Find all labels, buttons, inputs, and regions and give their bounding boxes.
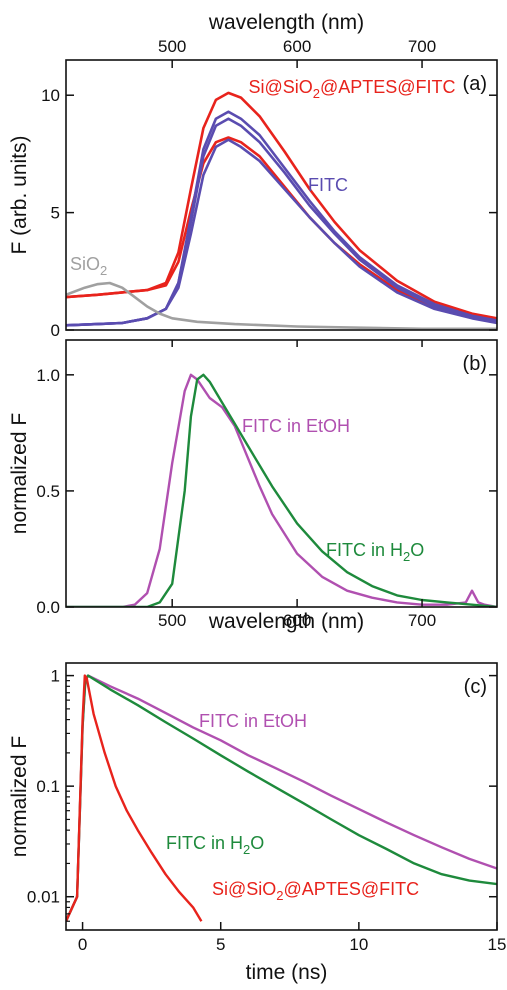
annotation-c-2: Si@SiO2@APTES@FITC [212, 879, 419, 903]
x-tick-label-b-2: 700 [408, 611, 436, 630]
series-line-c-2 [66, 674, 203, 922]
annotation-b-0: FITC in EtOH [242, 416, 350, 436]
y-tick-label-a-2: 10 [41, 86, 60, 105]
y-tick-label-b-0: 0.0 [36, 598, 60, 617]
series-line-a-5 [66, 281, 497, 330]
x-tick-label-c-1: 5 [216, 935, 225, 954]
x-axis-title-a: wavelength (nm) [208, 11, 364, 34]
series-line-a-4 [66, 138, 497, 327]
annotation-a-2: SiO2 [70, 254, 107, 278]
y-tick-label-b-1: 0.5 [36, 482, 60, 501]
annotation-a-1: FITC [308, 175, 348, 195]
series-line-b-0 [66, 373, 497, 607]
x-tick-label-c-2: 10 [349, 935, 368, 954]
panel-c: 0 5 10 15 0.01 0.1 1 time (ns) normalized F (c) FI… [8, 662, 507, 984]
x-tick-label-a-1: 600 [283, 37, 311, 56]
panel-b: 500 600 700 0.0 0.5 1.0 wavelength (nm) normali… [8, 339, 498, 633]
series-line-b-1 [66, 373, 497, 607]
annotation-b-1: FITC in H2O [326, 540, 424, 564]
panel-label-a: (a) [463, 73, 487, 95]
x-tick-label-b-0: 500 [158, 611, 186, 630]
y-tick-label-c-1: 0.1 [36, 777, 60, 796]
y-axis-title-b: normalized F [8, 413, 31, 534]
x-tick-label-b-1: 600 [283, 611, 311, 630]
annotation-c-0: FITC in EtOH [199, 711, 307, 731]
x-tick-label-c-0: 0 [78, 935, 87, 954]
series-line-a-1 [66, 136, 497, 322]
y-axis-title-a: F (arb. units) [8, 135, 31, 254]
y-tick-label-a-0: 0 [51, 321, 60, 340]
plot-frame-b [65, 339, 498, 608]
x-axis-title-c: time (ns) [246, 961, 328, 984]
annotation-c-1: FITC in H2O [166, 833, 264, 857]
x-tick-label-c-3: 15 [488, 935, 507, 954]
y-tick-label-c-2: 1 [51, 667, 60, 686]
plot-frame-a [65, 59, 498, 331]
series-line-a-0 [66, 91, 497, 320]
panel-label-c: (c) [464, 676, 487, 698]
y-tick-label-c-0: 0.01 [27, 888, 60, 907]
x-tick-label-a-2: 700 [408, 37, 436, 56]
panel-a: 500 600 700 0 5 10 wavelength (nm) F (arb. unit… [8, 11, 498, 340]
y-axis-title-c: normalized F [8, 736, 31, 857]
x-tick-label-a-0: 500 [158, 37, 186, 56]
y-tick-label-b-2: 1.0 [36, 366, 60, 385]
panel-label-b: (b) [463, 353, 487, 375]
annotation-a-0: Si@SiO2@APTES@FITC [248, 77, 455, 101]
y-tick-label-a-1: 5 [51, 204, 60, 223]
x-axis-title-b: wavelength (nm) [208, 610, 364, 633]
